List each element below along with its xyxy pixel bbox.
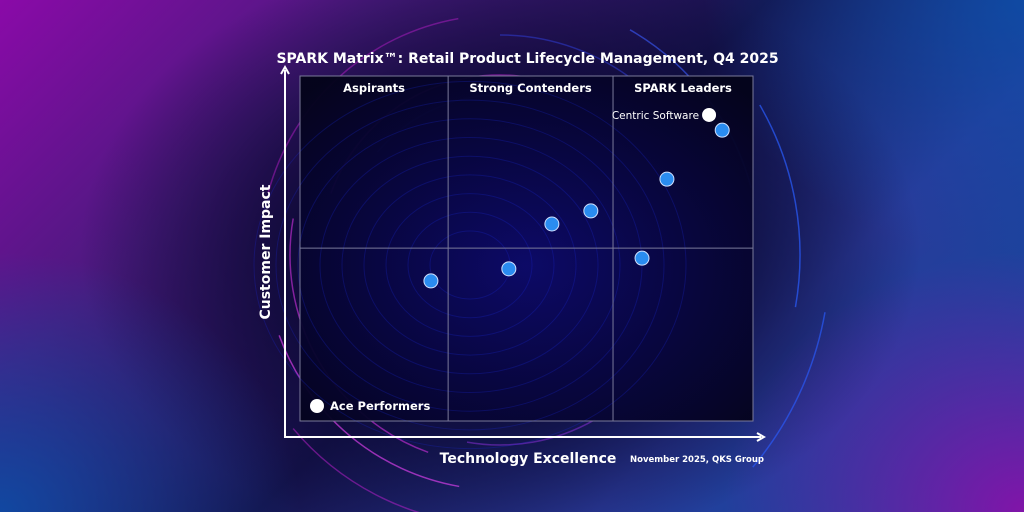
x-axis-label: Technology Excellence — [440, 451, 617, 467]
quadrant-label-spark-leaders: SPARK Leaders — [634, 81, 732, 95]
vendor-point[interactable] — [423, 273, 439, 289]
plot-swirl-ring — [253, 80, 687, 450]
plot-swirl-ring — [275, 99, 665, 431]
swirl-arc — [759, 104, 801, 308]
swirl-arc — [278, 335, 460, 488]
y-axis-label: Customer Impact — [258, 184, 274, 319]
vendor-point[interactable] — [501, 261, 517, 277]
chart-title: SPARK Matrix™: Retail Product Lifecycle … — [276, 51, 778, 67]
swirl-arc — [466, 418, 596, 446]
vendor-point[interactable] — [659, 171, 675, 187]
plot-swirl-ring — [385, 193, 555, 337]
legend-ace-performers-label: Ace Performers — [330, 399, 430, 413]
plot-swirls — [253, 80, 687, 450]
quadrant-label-aspirants: Aspirants — [343, 81, 405, 95]
plot-swirl-ring — [319, 137, 621, 393]
vendor-point[interactable] — [544, 216, 560, 232]
quadrant-labels: Aspirants Strong Contenders SPARK Leader… — [343, 81, 732, 95]
legend: Ace Performers — [310, 399, 430, 413]
data-points: Centric Software — [423, 107, 730, 289]
point-label: Centric Software — [612, 110, 699, 122]
vendor-point[interactable] — [583, 203, 599, 219]
source-annotation: November 2025, QKS Group — [630, 455, 764, 465]
quadrant-label-strong-contenders: Strong Contenders — [469, 81, 591, 95]
legend-ace-performers-marker — [310, 399, 324, 413]
ace-performer-point[interactable] — [702, 107, 717, 122]
swirl-arc — [752, 312, 826, 468]
vendor-point[interactable] — [714, 122, 730, 138]
plot-swirl-ring — [407, 211, 533, 319]
vendor-point[interactable] — [634, 250, 650, 266]
swirl-arc — [292, 428, 420, 512]
plot-swirl-ring — [341, 155, 599, 375]
quadrant-dividers — [300, 76, 753, 421]
plot-swirl-ring — [363, 174, 577, 356]
